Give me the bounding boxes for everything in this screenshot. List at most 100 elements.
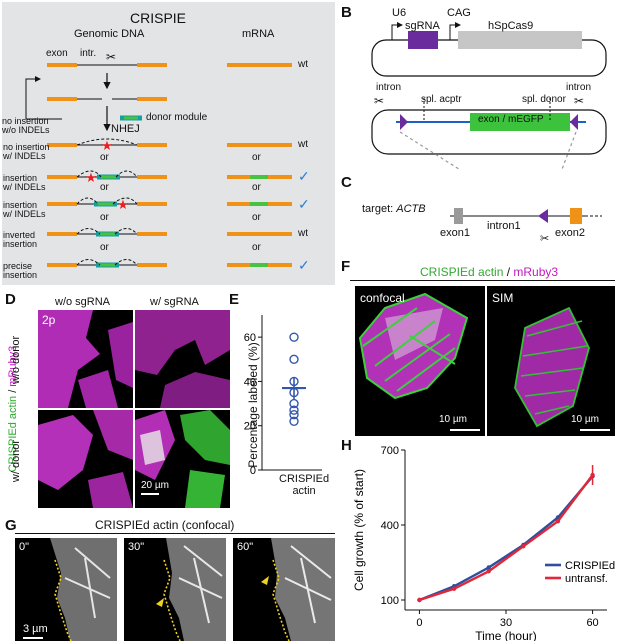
b-spl-donor: spl. donor xyxy=(522,94,566,105)
h-series xyxy=(417,465,595,603)
h-x-tick-label: 30 xyxy=(500,617,512,629)
panel-a-nhej-label: NHEJ xyxy=(111,123,140,135)
g-image-60: 60" xyxy=(233,538,335,641)
h-x-tick-label: 0 xyxy=(416,617,422,629)
panel-b-plasmids xyxy=(371,22,607,170)
h-data-point xyxy=(486,565,491,570)
d-scale-bar xyxy=(141,493,159,495)
g-scale-label: 3 µm xyxy=(23,623,48,635)
f-title-green: CRISPIEd actin xyxy=(420,265,504,279)
or-right-1: or xyxy=(252,152,261,163)
panel-a-exon-label: exon xyxy=(46,48,68,59)
scissors-icon: ✂ xyxy=(106,50,117,64)
g-time-0: 0" xyxy=(19,541,30,553)
h-data-point xyxy=(451,586,457,591)
svg-text:★: ★ xyxy=(101,138,113,153)
b-cas9-label: hSpCas9 xyxy=(488,20,534,32)
b-u6-label: U6 xyxy=(392,7,407,19)
h-y-tick-label: 700 xyxy=(381,445,399,457)
or-left-3: or xyxy=(100,212,109,223)
or-left-4: or xyxy=(100,242,109,253)
h-legend-label: CRISPIEd xyxy=(565,560,615,572)
h-legend-label: untransf. xyxy=(565,573,608,585)
panel-e-chart: 0 20 40 60 xyxy=(244,315,322,477)
e-y-tick-label: 0 xyxy=(250,465,256,477)
d-badge-2p: 2p xyxy=(42,313,56,327)
e-y-tick-label: 20 xyxy=(244,421,256,433)
g-scale-bar xyxy=(23,637,43,639)
row-outcome-5: ✓ xyxy=(298,257,310,273)
c-target-gene: ACTB xyxy=(396,203,426,215)
h-y-tick-label: 100 xyxy=(381,595,399,607)
panel-a-no-insertion-label: no insertion w/o INDELs xyxy=(2,116,50,135)
h-axes: 100 400 700 0 30 60 Time (hour) Cell growth (% … xyxy=(352,445,607,641)
f-title-mag: mRuby3 xyxy=(513,265,559,279)
panel-a-col-genomic: Genomic DNA xyxy=(74,28,145,40)
panel-c-target xyxy=(450,208,602,224)
h-data-point xyxy=(555,519,561,524)
e-data-point xyxy=(289,332,299,342)
panel-a-wt-top: wt xyxy=(298,59,308,70)
c-exon1: exon1 xyxy=(440,227,470,239)
h-data-point xyxy=(486,569,491,574)
panel-letter-e: E xyxy=(229,291,240,308)
e-data-point xyxy=(289,416,299,426)
c-exon2: exon2 xyxy=(555,227,585,239)
b-spl-acptr: spl. acptr xyxy=(421,94,462,105)
f-title: CRISPIEd actin / mRuby3 xyxy=(420,265,558,279)
h-x-tick-label: 60 xyxy=(586,617,598,629)
g-time-60: 60" xyxy=(237,541,254,553)
e-xlabel: CRISPIEd actin xyxy=(279,473,330,497)
row-label-4: inverted insertion xyxy=(3,230,38,249)
b-sgrna-label: sgRNA xyxy=(405,20,440,32)
g-image-30: 30" xyxy=(124,538,226,641)
b-exon-megfp: exon / mEGFP xyxy=(478,114,544,125)
h-y-tick-label: 400 xyxy=(381,520,399,532)
panel-letter-h: H xyxy=(341,437,352,454)
panel-a-donor-label: donor module xyxy=(146,112,208,123)
row-label-5: precise insertion xyxy=(3,261,38,280)
svg-text:★: ★ xyxy=(85,170,97,185)
a-outcome-rows: ★ ★ ★ xyxy=(47,138,292,268)
row-outcome-3: ✓ xyxy=(298,196,310,212)
svg-text:★: ★ xyxy=(117,197,129,212)
scissors-icon: ✂ xyxy=(374,94,385,108)
f-scale-label-1: 10 µm xyxy=(439,414,467,425)
panel-a-diagram: ★ ★ ★ xyxy=(25,63,292,268)
or-right-4: or xyxy=(252,242,261,253)
d-scale-label: 20 µm xyxy=(141,480,169,491)
or-left-1: or xyxy=(100,152,109,163)
c-intron1: intron1 xyxy=(487,220,521,232)
c-target-prefix: target: xyxy=(362,203,397,215)
f-scale-label-2: 10 µm xyxy=(571,414,599,425)
row-outcome-1: wt xyxy=(298,139,308,150)
d-col1-label: w/o sgRNA xyxy=(55,296,111,308)
f-confocal-label: confocal xyxy=(360,291,405,305)
h-data-point xyxy=(417,597,422,603)
panel-letter-c: C xyxy=(341,174,352,191)
g-divider xyxy=(15,533,335,534)
row-label-1: no insertion w/ INDELs xyxy=(3,142,50,161)
e-y-tick-label: 60 xyxy=(244,332,256,344)
row-outcome-4: wt xyxy=(298,228,308,239)
f-scale-bar-2 xyxy=(580,429,610,431)
c-target-label: target: ACTB xyxy=(362,203,426,215)
b-intron-right: intron xyxy=(566,82,592,93)
f-scale-bar-1 xyxy=(450,429,480,431)
e-ylabel: Percentage labeled (%) xyxy=(246,342,260,468)
or-right-3: or xyxy=(252,212,261,223)
d-image-2 xyxy=(135,310,230,408)
or-left-2: or xyxy=(100,182,109,193)
row-label-2: insertion w/ INDELs xyxy=(3,173,46,192)
h-y-axis-label: Cell growth (% of start) xyxy=(352,469,366,591)
panel-letter-f: F xyxy=(341,258,351,275)
b-cag-label: CAG xyxy=(447,7,471,19)
panel-letter-b: B xyxy=(341,4,352,21)
scissors-icon: ✂ xyxy=(540,233,550,245)
g-time-30: 30" xyxy=(128,541,145,553)
e-data-point xyxy=(289,409,299,420)
h-data-point xyxy=(521,544,526,549)
f-sim-label: SIM xyxy=(492,291,514,305)
panel-a-background: ★ ★ ★ xyxy=(2,2,335,285)
